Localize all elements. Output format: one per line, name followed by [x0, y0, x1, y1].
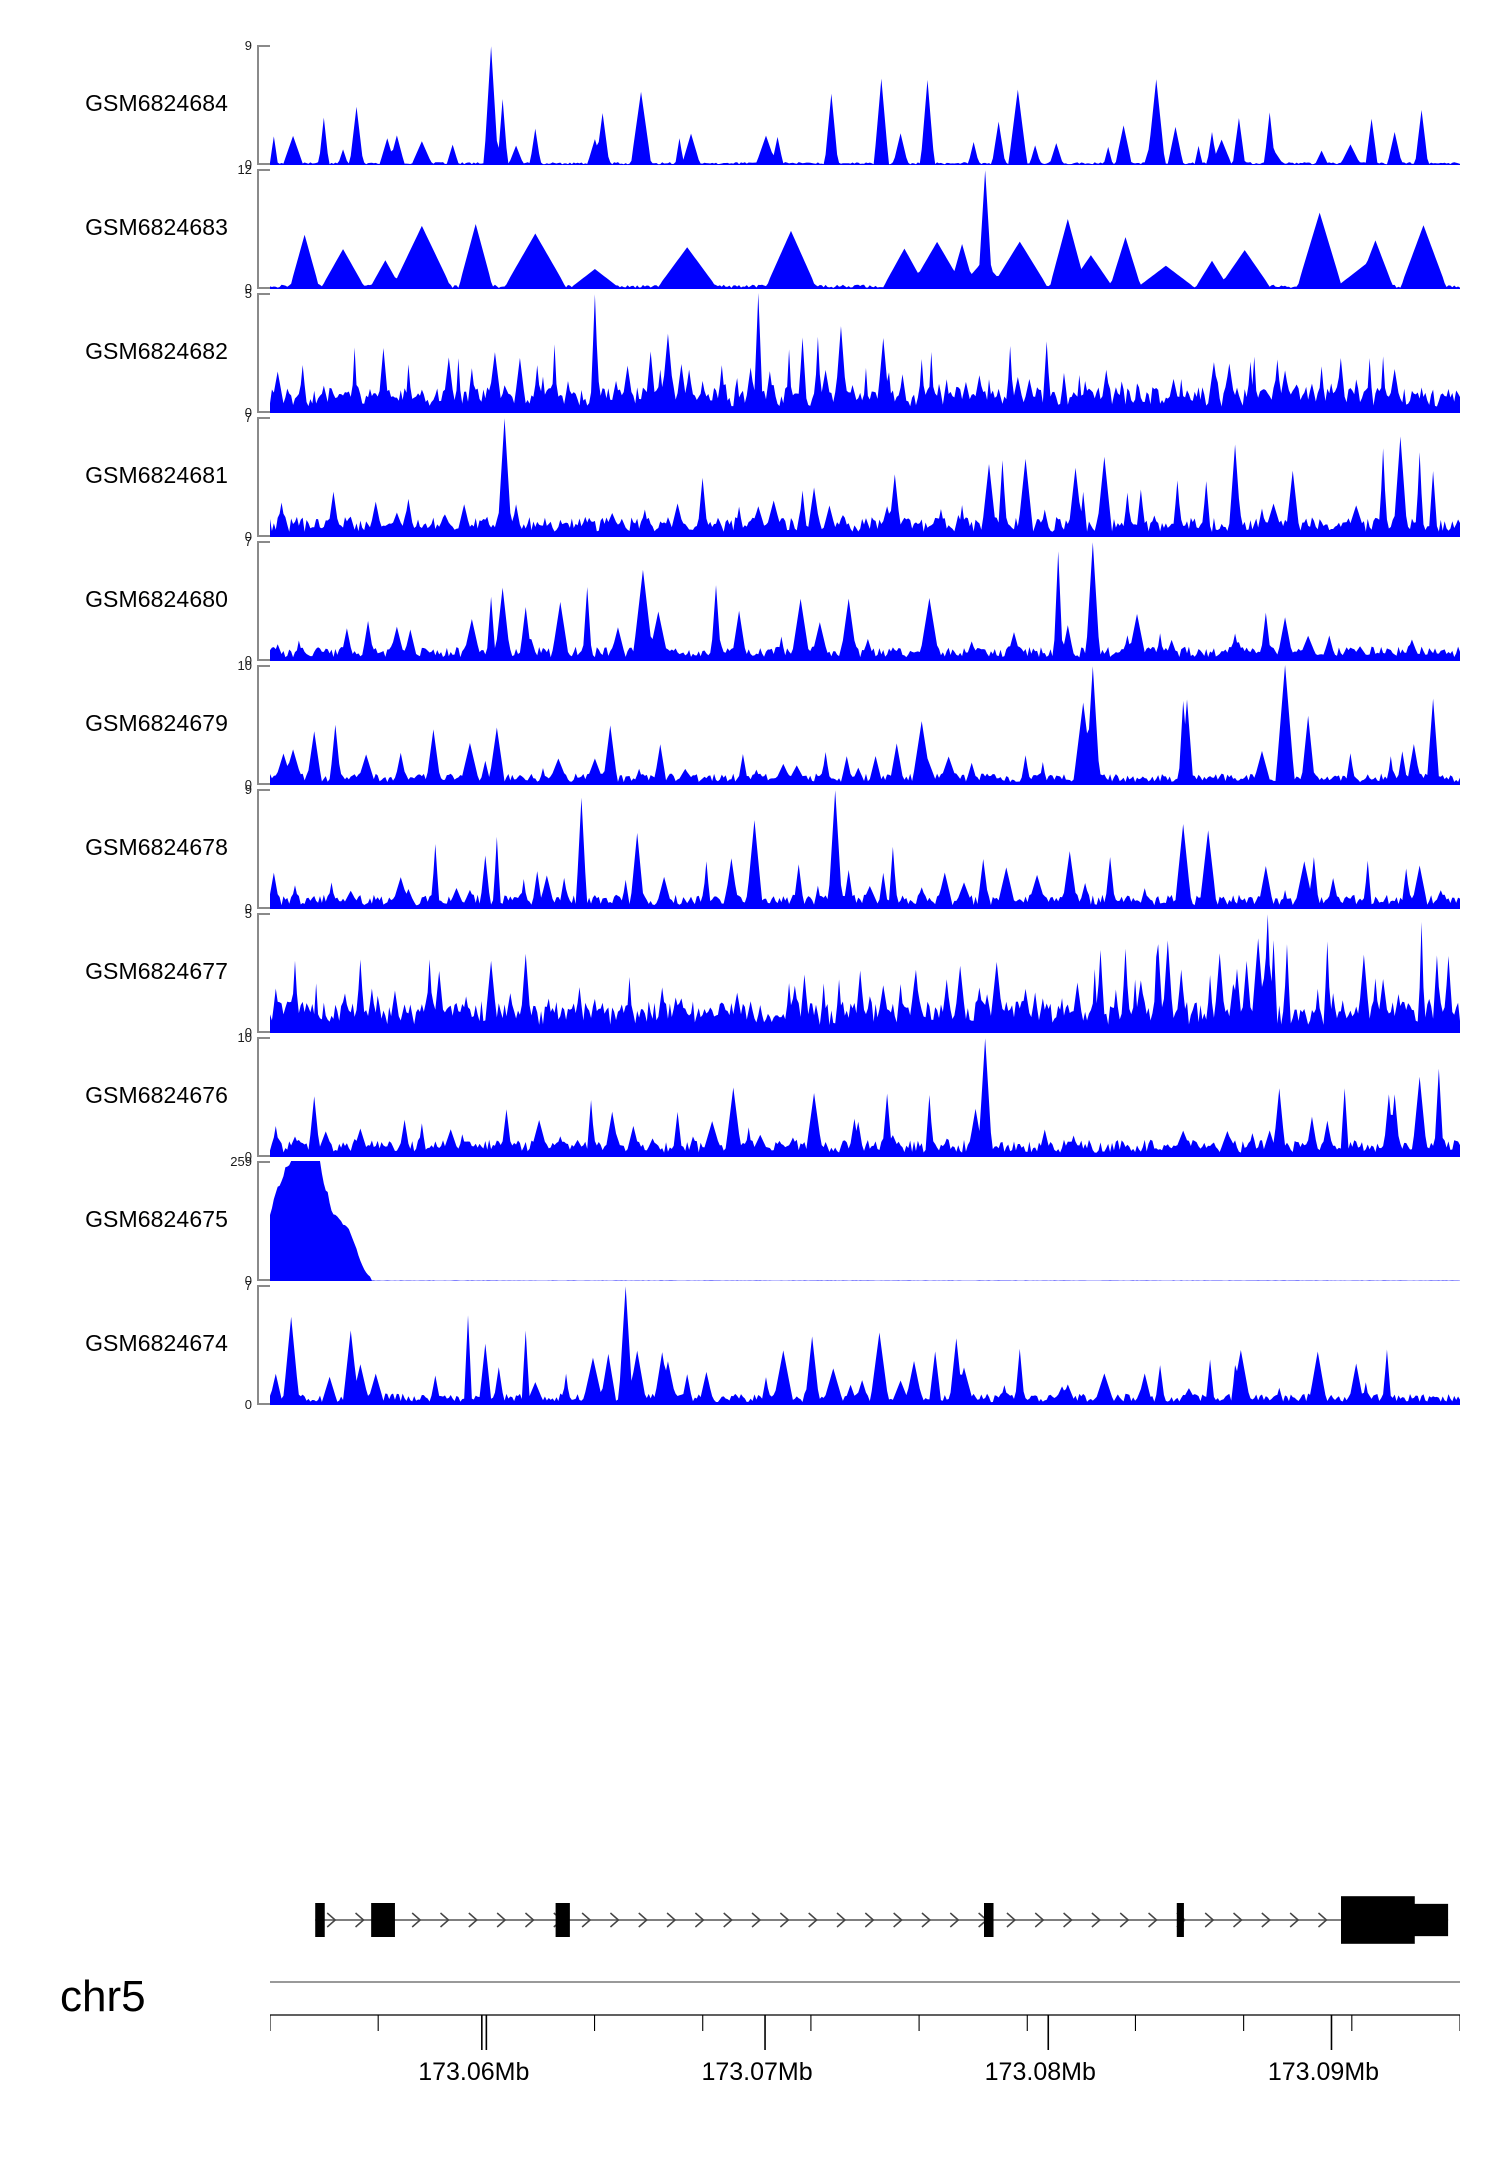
axis-bracket [257, 1037, 270, 1157]
track-label: GSM6824684 [85, 90, 228, 116]
coverage-track[interactable]: GSM6824674 7 0 [0, 1279, 1500, 1411]
ruler-tick-label: 173.08Mb [985, 2058, 1096, 2086]
axis-bracket [257, 1161, 270, 1281]
axis-bracket [257, 417, 270, 537]
axis-max-value: 259 [230, 1154, 252, 1169]
axis-min-value: 0 [244, 405, 252, 420]
track-label: GSM6824683 [85, 214, 228, 240]
coverage-track[interactable]: GSM6824684 9 0 [0, 39, 1500, 171]
coverage-plot-area[interactable] [270, 913, 1460, 1033]
axis-bracket [257, 789, 270, 909]
axis-min-value: 0 [244, 529, 252, 544]
axis-min-value: 0 [244, 1025, 252, 1040]
axis-max-value: 9 [244, 782, 252, 797]
coverage-plot-area[interactable] [270, 665, 1460, 785]
track-y-axis: 12 0 [228, 163, 270, 295]
track-label: GSM6824680 [85, 586, 228, 612]
axis-min-value: 0 [244, 653, 252, 668]
axis-max-value: 10 [237, 658, 252, 673]
coverage-track[interactable]: GSM6824675 259 0 [0, 1155, 1500, 1287]
coverage-plot-area[interactable] [270, 293, 1460, 413]
coverage-plot-area[interactable] [270, 417, 1460, 537]
track-y-axis: 259 0 [228, 1155, 270, 1287]
axis-min-value: 0 [244, 157, 252, 172]
coverage-track[interactable]: GSM6824677 5 0 [0, 907, 1500, 1039]
track-label: GSM6824679 [85, 710, 228, 736]
track-label: GSM6824674 [85, 1330, 228, 1356]
track-y-axis: 10 0 [228, 1031, 270, 1163]
axis-min-value: 0 [244, 1273, 252, 1288]
gene-model-track[interactable] [270, 1880, 1460, 1950]
track-label: GSM6824681 [85, 462, 228, 488]
ruler-tick-label: 173.06Mb [418, 2058, 529, 2086]
axis-bracket [257, 45, 270, 165]
axis-bracket [257, 169, 270, 289]
axis-bracket [257, 665, 270, 785]
axis-max-value: 10 [237, 1030, 252, 1045]
coverage-track[interactable]: GSM6824676 10 0 [0, 1031, 1500, 1163]
axis-min-value: 0 [244, 1149, 252, 1164]
track-label: GSM6824675 [85, 1206, 228, 1232]
coverage-plot-area[interactable] [270, 45, 1460, 165]
axis-bracket [257, 913, 270, 1033]
ruler-tick-label: 173.09Mb [1268, 2058, 1379, 2086]
axis-min-value: 0 [244, 1397, 252, 1412]
track-label: GSM6824677 [85, 958, 228, 984]
coverage-plot-area[interactable] [270, 789, 1460, 909]
coverage-plot-area[interactable] [270, 1285, 1460, 1405]
coverage-track[interactable]: GSM6824682 5 0 [0, 287, 1500, 419]
coverage-track[interactable]: GSM6824680 7 0 [0, 535, 1500, 667]
axis-max-value: 7 [244, 410, 252, 425]
axis-max-value: 12 [237, 162, 252, 177]
axis-max-value: 7 [244, 1278, 252, 1293]
chromosome-label: chr5 [60, 1972, 146, 2021]
ruler-tick-label: 173.07Mb [701, 2058, 812, 2086]
coverage-plot-area[interactable] [270, 1037, 1460, 1157]
track-label: GSM6824676 [85, 1082, 228, 1108]
coverage-track[interactable]: GSM6824678 9 0 [0, 783, 1500, 915]
coverage-track[interactable]: GSM6824681 7 0 [0, 411, 1500, 543]
axis-min-value: 0 [244, 901, 252, 916]
axis-min-value: 0 [244, 281, 252, 296]
track-label: GSM6824678 [85, 834, 228, 860]
genome-coordinate-ruler: 173.06Mb 173.07Mb 173.08Mb 173.09Mb [270, 1968, 1460, 2098]
axis-max-value: 9 [244, 38, 252, 53]
coverage-plot-area[interactable] [270, 1161, 1460, 1281]
axis-bracket [257, 541, 270, 661]
coverage-track[interactable]: GSM6824683 12 0 [0, 163, 1500, 295]
coverage-plot-area[interactable] [270, 541, 1460, 661]
axis-min-value: 0 [244, 777, 252, 792]
axis-max-value: 5 [244, 906, 252, 921]
axis-max-value: 7 [244, 534, 252, 549]
coverage-plot-area[interactable] [270, 169, 1460, 289]
axis-bracket [257, 1285, 270, 1405]
axis-max-value: 5 [244, 286, 252, 301]
track-y-axis: 10 0 [228, 659, 270, 791]
coverage-track[interactable]: GSM6824679 10 0 [0, 659, 1500, 791]
axis-bracket [257, 293, 270, 413]
track-label: GSM6824682 [85, 338, 228, 364]
